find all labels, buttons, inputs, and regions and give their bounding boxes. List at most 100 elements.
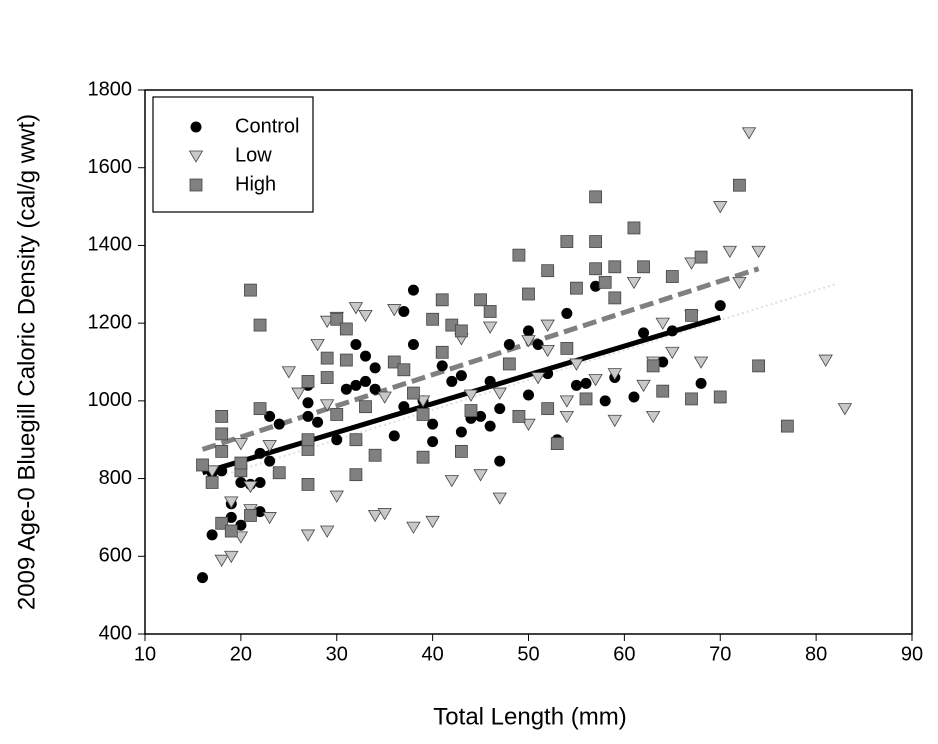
data-point [455, 426, 467, 438]
data-point [636, 379, 651, 393]
data-point [407, 386, 420, 400]
data-point [339, 322, 353, 336]
data-point [541, 402, 555, 416]
data-point [473, 469, 488, 482]
data-point [666, 325, 678, 337]
data-point [512, 409, 526, 423]
data-point [427, 436, 439, 448]
data-point [532, 339, 544, 351]
data-point [235, 476, 247, 488]
legend-box [152, 96, 314, 213]
data-point [608, 260, 622, 274]
data-point [225, 511, 237, 523]
data-point [273, 418, 285, 430]
data-point [339, 353, 353, 367]
y-tick-label: 800 [99, 467, 132, 489]
data-point [215, 444, 229, 458]
data-point [559, 411, 575, 424]
data-point [665, 346, 680, 360]
data-point [484, 420, 496, 432]
data-point [319, 399, 335, 412]
data-point [474, 293, 487, 307]
data-point [189, 178, 203, 192]
data-point [435, 345, 449, 359]
data-point [320, 371, 334, 384]
data-point [244, 283, 257, 297]
data-point [722, 245, 738, 259]
data-point [530, 372, 546, 385]
data-point [254, 476, 266, 488]
data-point [215, 409, 229, 423]
data-point [205, 476, 219, 489]
data-point [215, 516, 229, 530]
trend-line [201, 314, 721, 476]
data-point [780, 419, 794, 433]
data-point [427, 418, 439, 430]
data-point [330, 312, 344, 326]
x-tick-label: 70 [709, 643, 731, 665]
data-point [645, 411, 661, 424]
data-point [397, 363, 411, 377]
data-point [302, 397, 314, 409]
data-point [579, 392, 593, 406]
data-point [751, 245, 766, 259]
data-point [444, 475, 460, 488]
data-point [523, 325, 534, 337]
data-point [224, 550, 239, 564]
x-tick-label: 90 [901, 643, 923, 665]
data-point [349, 468, 363, 482]
data-point [540, 319, 555, 332]
x-tick-label: 50 [517, 643, 539, 665]
data-point [416, 408, 430, 421]
data-point [665, 270, 679, 283]
x-tick-label: 40 [422, 643, 444, 665]
data-point [492, 492, 507, 505]
data-point [580, 377, 592, 389]
data-point [244, 509, 257, 522]
data-point [301, 477, 315, 491]
data-point [464, 404, 478, 417]
data-point [320, 351, 334, 365]
data-point [407, 284, 419, 296]
data-point [541, 264, 555, 278]
data-point [264, 410, 276, 422]
data-point [302, 410, 314, 422]
data-point [398, 305, 410, 317]
data-point [359, 400, 372, 414]
data-point [502, 357, 516, 371]
data-point [234, 456, 248, 470]
data-point [233, 438, 249, 451]
data-point [436, 360, 448, 372]
data-point [492, 387, 507, 400]
data-point [540, 344, 555, 358]
data-point [561, 307, 573, 319]
data-point [377, 391, 392, 404]
data-point [494, 455, 506, 467]
trend-line [211, 283, 836, 480]
data-point [272, 466, 286, 480]
data-point [425, 515, 440, 529]
data-point [406, 521, 421, 534]
data-point [388, 430, 400, 442]
data-point [196, 458, 209, 472]
x-tick-label: 20 [230, 643, 252, 665]
data-point [637, 260, 650, 274]
data-point [358, 309, 373, 323]
data-point [752, 359, 765, 373]
data-point [741, 127, 757, 140]
data-point [387, 304, 402, 317]
y-tick-label: 400 [99, 622, 132, 644]
data-point [655, 317, 670, 330]
data-point [560, 235, 574, 248]
x-tick-label: 60 [613, 643, 635, 665]
data-point [589, 190, 603, 204]
data-point [694, 250, 708, 264]
data-point [482, 321, 498, 334]
data-point [569, 358, 584, 371]
data-point [733, 178, 746, 192]
data-point [416, 450, 430, 464]
data-point [570, 281, 583, 295]
data-point [350, 339, 362, 351]
legend-label: Low [235, 144, 272, 166]
